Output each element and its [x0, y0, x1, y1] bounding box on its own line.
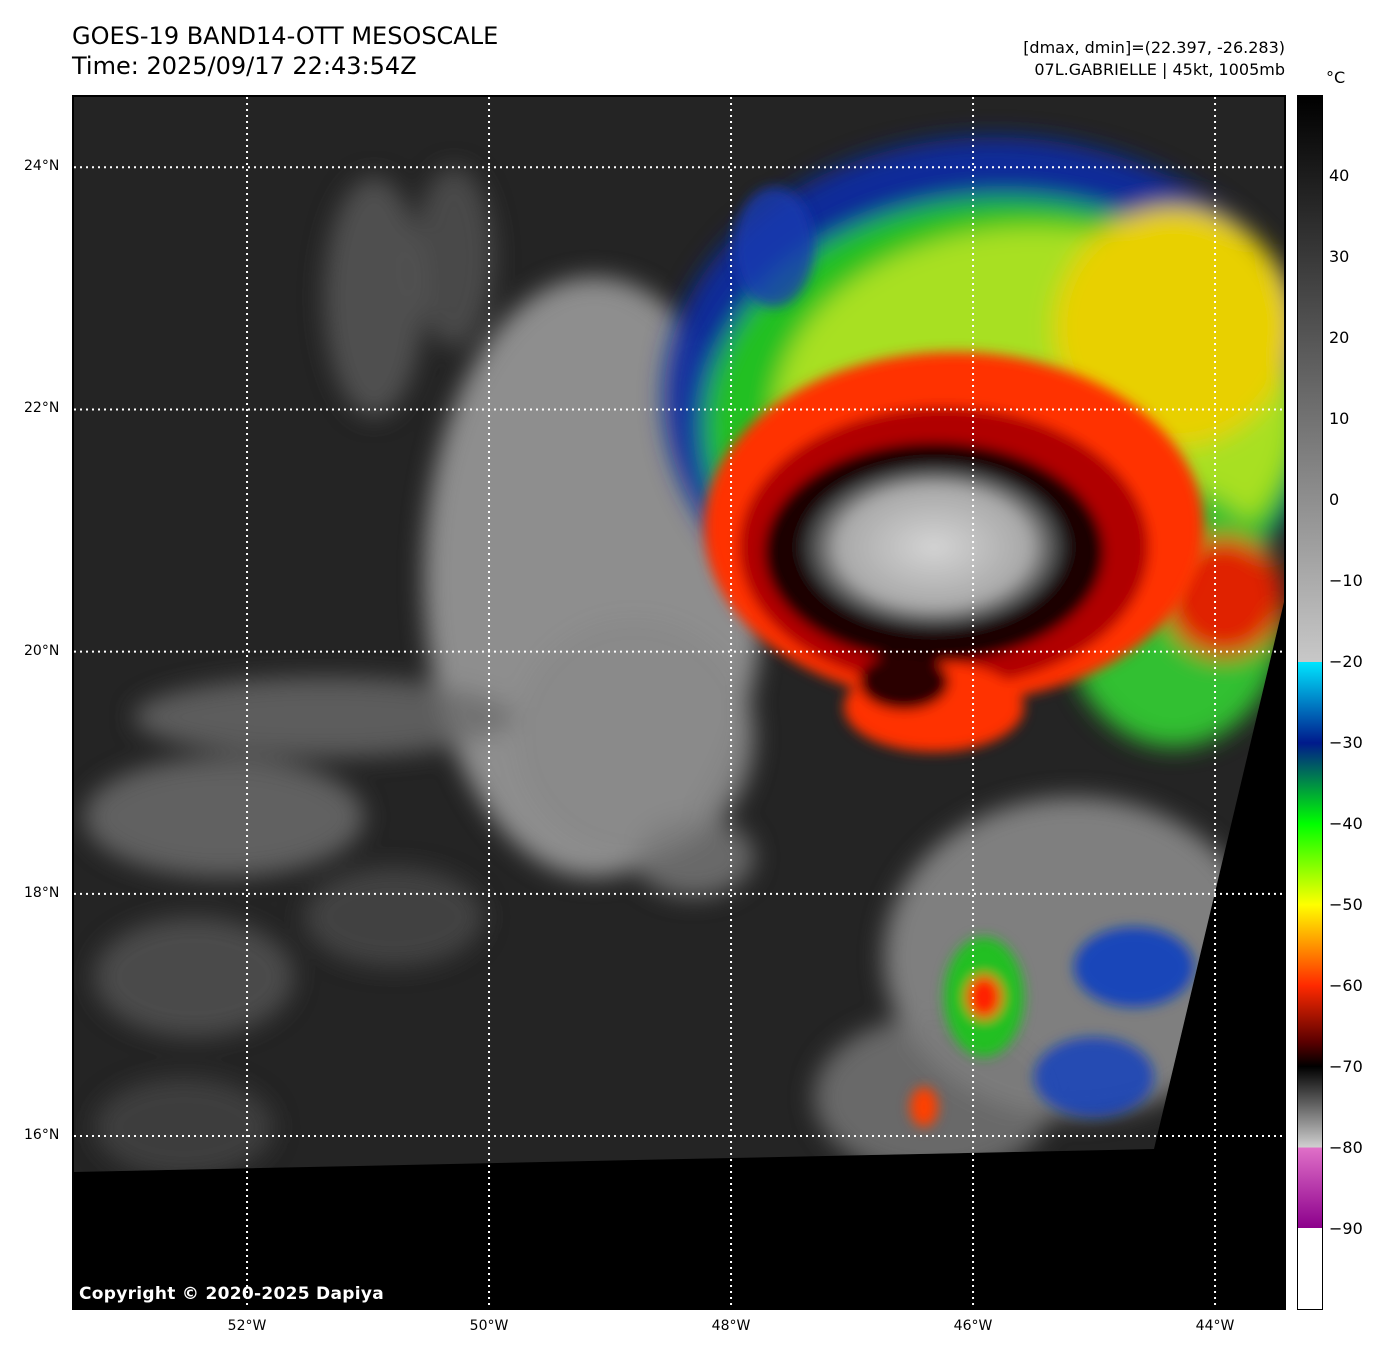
lon-label: 50°W	[469, 1318, 509, 1334]
map-title: GOES-19 BAND14-OTT MESOSCALE	[72, 22, 499, 50]
lat-label: 16°N	[24, 1127, 60, 1144]
colorbar-tick-label: −30	[1329, 733, 1363, 752]
temperature-colorbar	[1297, 95, 1323, 1310]
lon-label: 48°W	[711, 1318, 751, 1334]
colorbar-tick-label: 20	[1329, 328, 1350, 347]
colorbar-tick-label: −50	[1329, 895, 1363, 914]
storm-info-text: 07L.GABRIELLE | 45kt, 1005mb	[1034, 60, 1285, 79]
colorbar-tick-label: −70	[1329, 1057, 1363, 1076]
lat-label: 20°N	[24, 642, 60, 659]
lat-label: 18°N	[24, 884, 60, 901]
colorbar-tick-label: −10	[1329, 571, 1363, 590]
satellite-image	[74, 97, 1284, 1308]
colorbar-tick-label: −20	[1329, 652, 1363, 671]
colorbar-tick-label: −90	[1329, 1219, 1363, 1238]
temperature-range-text: [dmax, dmin]=(22.397, -26.283)	[1023, 38, 1285, 57]
gridlines	[74, 97, 1284, 1308]
satellite-map: Copyright © 2020-2025 Dapiya	[72, 95, 1286, 1310]
lon-label: 46°W	[953, 1318, 993, 1334]
colorbar-tick-label: −60	[1329, 976, 1363, 995]
lat-label: 22°N	[24, 400, 60, 417]
colorbar-tick-label: −40	[1329, 814, 1363, 833]
colorbar-tick-label: 40	[1329, 166, 1350, 185]
lat-label: 24°N	[24, 158, 60, 175]
lon-label: 52°W	[227, 1318, 267, 1334]
colorbar-tick-label: −80	[1329, 1138, 1363, 1157]
lon-label: 44°W	[1195, 1318, 1235, 1334]
copyright-text: Copyright © 2020-2025 Dapiya	[79, 1284, 384, 1304]
colorbar-tick-label: 30	[1329, 247, 1350, 266]
colorbar-tick-label: 0	[1329, 490, 1340, 509]
map-timestamp: Time: 2025/09/17 22:43:54Z	[72, 52, 417, 80]
colorbar-tick-label: 10	[1329, 409, 1350, 428]
colorbar-unit: °C	[1326, 68, 1346, 87]
